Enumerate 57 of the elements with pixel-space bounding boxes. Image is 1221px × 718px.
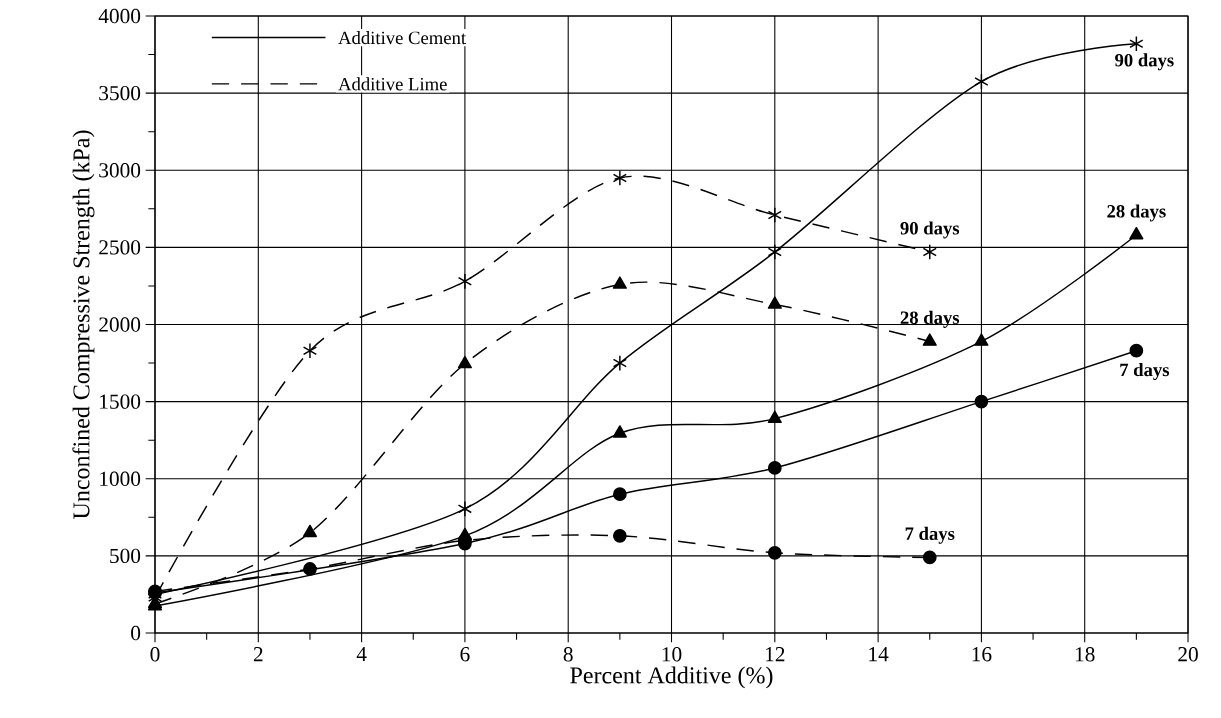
point — [974, 394, 989, 409]
point — [612, 528, 627, 543]
x-tick-label: 0 — [150, 647, 160, 662]
x-tick-label: 20 — [1178, 647, 1198, 662]
point — [612, 425, 627, 438]
x-tick-label: 8 — [563, 647, 573, 662]
y-axis-title: Unconfined Compressive Strength (kPa) — [72, 130, 95, 519]
point — [922, 243, 937, 261]
point — [974, 73, 989, 90]
point — [302, 342, 318, 359]
annotation: Additive Lime — [338, 77, 447, 91]
y-tick-label: 2500 — [99, 240, 141, 255]
point — [612, 169, 627, 187]
y-tick-label: 1500 — [100, 394, 141, 409]
x-tick-label: 14 — [869, 647, 889, 662]
point — [457, 355, 472, 369]
series-label: 90 days — [900, 221, 960, 239]
series-label: 28 days — [1107, 204, 1166, 222]
point — [767, 243, 782, 261]
point — [457, 500, 472, 517]
point — [922, 333, 937, 346]
point — [767, 206, 782, 224]
point — [457, 273, 472, 290]
annotation: Additive Cement — [338, 31, 466, 45]
point — [303, 562, 317, 576]
point — [302, 524, 318, 538]
point — [612, 276, 627, 289]
series-label: 90 days — [1115, 53, 1174, 71]
series-label: 28 days — [900, 310, 960, 328]
x-tick-label: 16 — [972, 647, 992, 662]
point — [974, 333, 989, 346]
point — [767, 410, 782, 423]
y-tick-label: 3500 — [99, 85, 141, 101]
y-tick-label: 0 — [131, 625, 141, 641]
series-label: 7 days — [905, 526, 955, 544]
point — [1129, 35, 1144, 52]
point — [1129, 226, 1144, 240]
point — [767, 545, 782, 560]
point — [922, 550, 937, 565]
x-tick-label: 6 — [460, 647, 470, 662]
point — [1129, 343, 1144, 358]
point — [767, 296, 782, 309]
x-tick-label: 10 — [662, 647, 682, 662]
y-tick-label: 500 — [110, 548, 141, 564]
x-tick-label: 4 — [356, 647, 367, 662]
series-label: 7 days — [1120, 362, 1170, 380]
x-tick-label: 18 — [1075, 647, 1095, 662]
y-tick-label: 3000 — [99, 163, 141, 178]
point — [612, 354, 627, 372]
point — [767, 461, 782, 475]
point — [612, 487, 627, 502]
x-tick-label: 2 — [253, 647, 263, 662]
y-tick-label: 2000 — [99, 317, 141, 332]
y-tick-label: 4000 — [98, 8, 141, 24]
x-tick-label: 12 — [766, 647, 785, 662]
x-axis-title: Percent Additive (%) — [570, 666, 773, 689]
y-tick-label: 1000 — [100, 471, 141, 486]
